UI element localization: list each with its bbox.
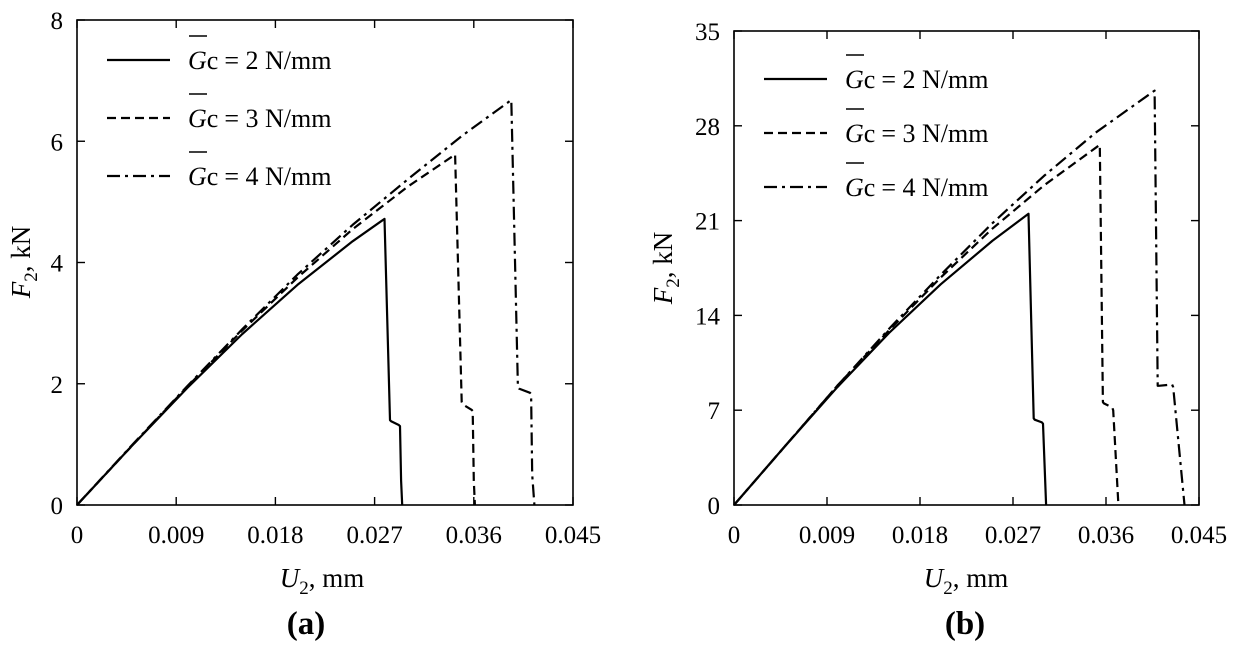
legend-label-2: Gc = 3 N/mm	[845, 119, 988, 148]
legend-label-2: Gc = 3 N/mm	[188, 104, 331, 133]
x-tick-label: 0.045	[1171, 522, 1227, 549]
y-tick-label: 14	[695, 303, 721, 330]
y-tick-label: 21	[695, 209, 720, 236]
x-tick-label: 0	[728, 522, 741, 549]
x-tick-label: 0.027	[346, 522, 402, 549]
chart-panel-1: 0 0.009 0.018 0.027 0.036 0.045 0 2 4 6 8 U2, mm F2,…	[6, 8, 601, 642]
panel-label: (b)	[945, 606, 985, 642]
x-tick-label: 0.009	[799, 522, 855, 549]
y-axis-label: F2, kN	[648, 232, 684, 306]
legend: Gc = 2 N/mm Gc = 3 N/mm Gc = 4 N/mm	[764, 54, 988, 202]
series-line-2	[76, 153, 476, 506]
x-tick-label: 0.027	[985, 522, 1041, 549]
y-tick-label: 4	[51, 251, 64, 278]
x-tick-label: 0.009	[148, 522, 204, 549]
series-line-3	[733, 89, 1186, 506]
legend: Gc = 2 N/mm Gc = 3 N/mm Gc = 4 N/mm	[107, 35, 331, 191]
y-tick-label: 35	[695, 19, 720, 46]
legend-label-1: Gc = 2 N/mm	[845, 65, 988, 94]
legend-label-1: Gc = 2 N/mm	[188, 46, 331, 75]
series-line-3	[76, 98, 536, 506]
series-line-1	[76, 217, 404, 506]
y-tick-label: 2	[51, 372, 64, 399]
x-tick-label: 0.018	[247, 522, 303, 549]
x-tick-label: 0.036	[446, 522, 502, 549]
panel-label: (a)	[287, 606, 325, 642]
y-tick-label: 0	[708, 493, 721, 520]
y-tick-label: 7	[708, 398, 721, 425]
legend-label-3: Gc = 4 N/mm	[188, 162, 331, 191]
y-tick-label: 0	[51, 493, 64, 520]
x-tick-label: 0.045	[545, 522, 601, 549]
x-tick-label: 0.018	[892, 522, 948, 549]
legend-label-3: Gc = 4 N/mm	[845, 173, 988, 202]
y-tick-label: 6	[51, 129, 64, 156]
x-tick-label: 0	[71, 522, 84, 549]
plot-frame	[733, 30, 1200, 506]
chart-panel-2: 0 0.009 0.018 0.027 0.036 0.045 0 7 14 21 28 35 U2, …	[648, 19, 1227, 642]
x-tick-label: 0.036	[1078, 522, 1134, 549]
series-line-1	[733, 212, 1048, 506]
y-tick-label: 28	[695, 114, 720, 141]
y-tick-label: 8	[51, 8, 64, 35]
y-axis-label: F2, kN	[6, 226, 42, 300]
x-axis-label: U2, mm	[924, 563, 1009, 599]
x-axis-label: U2, mm	[280, 563, 365, 599]
